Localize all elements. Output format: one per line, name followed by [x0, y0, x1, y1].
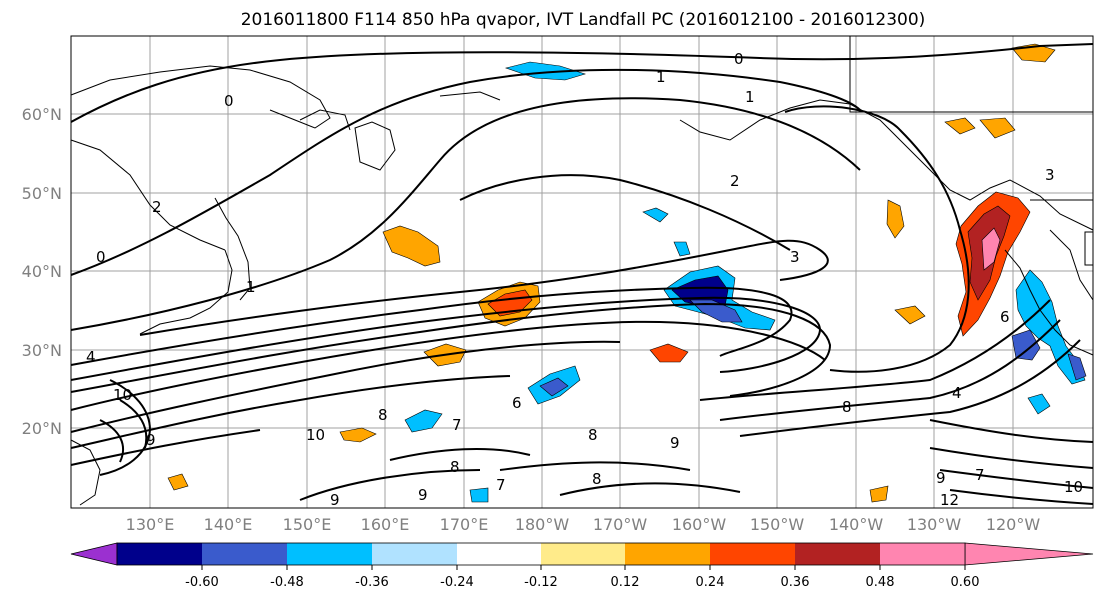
colorbar-segment [457, 543, 541, 565]
contour-label: 6 [512, 394, 522, 412]
colorbar-segment [795, 543, 880, 565]
contour-label: 0 [96, 248, 106, 266]
longitude-labels: 130°E 140°E 150°E 160°E 170°E 180°W 170°… [126, 515, 1041, 534]
contour-label: 9 [936, 469, 946, 487]
colorbar-tick-label: -0.12 [524, 575, 558, 590]
colorbar-segment [625, 543, 710, 565]
contour-label: 8 [842, 398, 852, 416]
colorbar-tick-label: 0.60 [951, 575, 980, 590]
contour-label: 9 [146, 431, 156, 449]
map-frame [70, 35, 1094, 509]
lon-label: 140°W [829, 515, 884, 534]
contour-label: 0 [224, 92, 234, 110]
colorbar-segment [287, 543, 372, 565]
contour-label: 10 [113, 386, 132, 404]
colorbar-segment [202, 543, 287, 565]
ivt-contours [70, 43, 1094, 505]
contour-label: 2 [730, 172, 740, 190]
colorbar-tick-label: 0.12 [611, 575, 640, 590]
contour-label: 12 [940, 491, 959, 509]
contour-label: 7 [452, 416, 462, 434]
lon-label: 140°E [204, 515, 253, 534]
lat-label: 40°N [22, 262, 62, 281]
contour-label: 0 [734, 50, 744, 68]
contour-label: 10 [306, 426, 325, 444]
contour-label: 8 [588, 426, 598, 444]
positive-anomaly-patches [167, 43, 1056, 503]
contour-label: 1 [246, 278, 256, 296]
contour-label: 3 [1045, 166, 1055, 184]
contour-label: 3 [790, 248, 800, 266]
contour-label: 1 [745, 88, 755, 106]
contour-label: 1 [656, 68, 666, 86]
contour-label: 9 [670, 434, 680, 452]
contour-label: 9 [418, 486, 428, 504]
contour-label: 8 [592, 470, 602, 488]
contour-label: 4 [952, 384, 962, 402]
colorbar: -0.60 -0.48 -0.36 -0.24 -0.12 0.12 0.24 … [70, 542, 1094, 590]
lat-label: 30°N [22, 341, 62, 360]
lon-label: 160°E [361, 515, 410, 534]
colorbar-segment [372, 543, 457, 565]
contour-label: 8 [378, 406, 388, 424]
colorbar-ticks [201, 565, 966, 570]
figure-title: 2016011800 F114 850 hPa qvapor, IVT Land… [241, 10, 926, 30]
colorbar-segment [710, 543, 795, 565]
coastlines [70, 36, 1094, 506]
colorbar-segment [880, 543, 965, 565]
colorbar-tick-label: -0.48 [270, 575, 304, 590]
lon-label: 180°W [515, 515, 570, 534]
colorbar-tick-label: -0.24 [440, 575, 474, 590]
lat-label: 60°N [22, 105, 62, 124]
contour-label: 9 [330, 491, 340, 509]
contour-labels: 0 1 0 1 2 0 1 3 2 3 4 10 9 8 7 10 6 8 9 … [86, 50, 1083, 509]
lon-label: 120°W [986, 515, 1041, 534]
colorbar-segment [541, 543, 625, 565]
lon-label: 170°W [593, 515, 648, 534]
lon-label: 170°E [440, 515, 489, 534]
contour-label: 10 [1064, 478, 1083, 496]
latitude-labels: 20°N 30°N 40°N 50°N 60°N [22, 105, 62, 438]
colorbar-tick-label: 0.48 [866, 575, 895, 590]
colorbar-tick-label: -0.60 [185, 575, 219, 590]
lon-label: 150°E [283, 515, 332, 534]
colorbar-tick-label: 0.36 [781, 575, 810, 590]
lon-label: 130°E [126, 515, 175, 534]
colorbar-segment [117, 543, 202, 565]
lat-label: 20°N [22, 419, 62, 438]
colorbar-extend-min [70, 542, 118, 566]
map-background [71, 36, 1093, 508]
contour-label: 7 [975, 466, 985, 484]
contour-label: 7 [496, 476, 506, 494]
lon-label: 160°W [672, 515, 727, 534]
colorbar-tick-label: -0.36 [355, 575, 389, 590]
contour-label: 4 [86, 348, 96, 366]
contour-label: 2 [152, 198, 162, 216]
lon-label: 150°W [750, 515, 805, 534]
gridlines [71, 36, 1093, 508]
contour-label: 6 [1000, 308, 1010, 326]
colorbar-tick-label: 0.24 [696, 575, 725, 590]
colorbar-extend-max [964, 542, 1094, 566]
lat-label: 50°N [22, 184, 62, 203]
lon-label: 130°W [907, 515, 962, 534]
contour-label: 8 [450, 458, 460, 476]
map-panel: 0 1 0 1 2 0 1 3 2 3 4 10 9 8 7 10 6 8 9 … [70, 35, 1094, 509]
